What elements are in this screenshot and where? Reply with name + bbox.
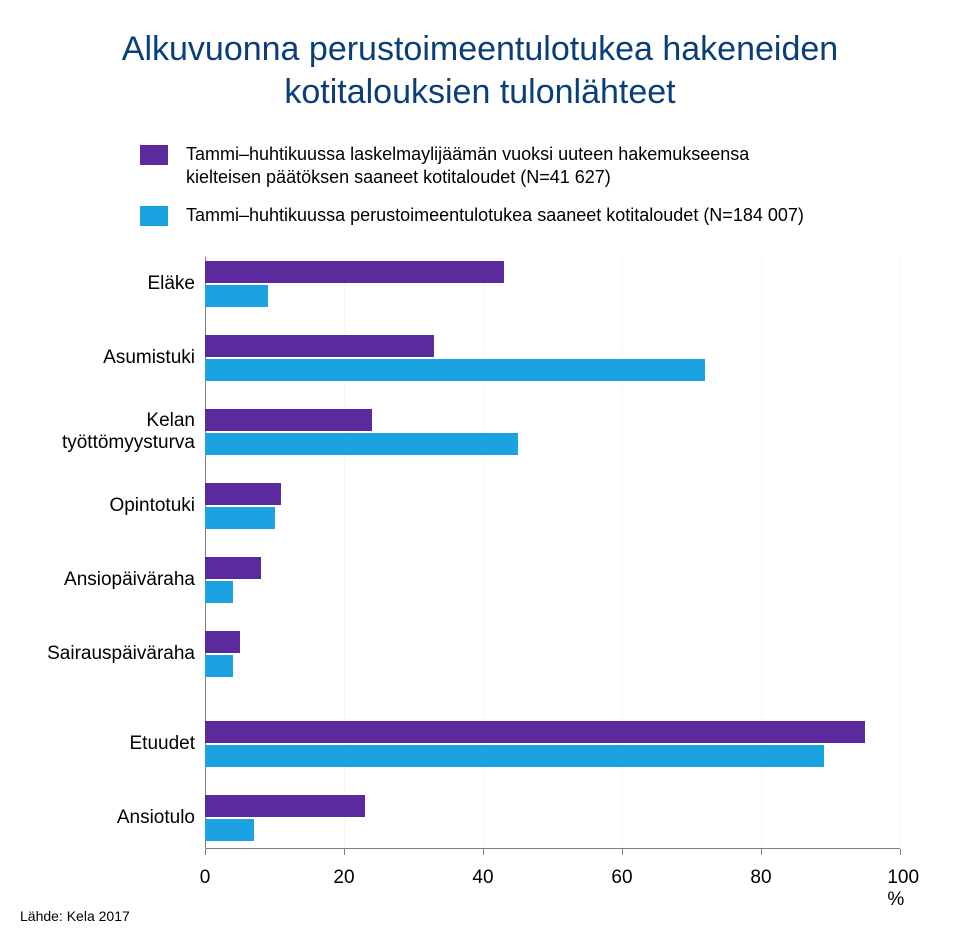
chart-title: Alkuvuonna perustoimeentulotukea hakenei… bbox=[0, 0, 960, 123]
x-axis-labels: 020406080100 % bbox=[205, 859, 900, 899]
x-axis-label: 100 % bbox=[887, 867, 919, 911]
x-tick bbox=[344, 849, 345, 855]
category-label: Etuudet bbox=[35, 733, 195, 755]
bar-series-b bbox=[205, 359, 705, 381]
legend-item-b: Tammi–huhtikuussa perustoimeentulotukea … bbox=[140, 204, 820, 227]
legend-swatch-a bbox=[140, 145, 168, 165]
bar-series-b bbox=[205, 507, 275, 529]
x-axis-label: 40 bbox=[472, 867, 493, 889]
bar-series-b bbox=[205, 819, 254, 841]
bar-series-a bbox=[205, 557, 261, 579]
category-label: Ansiotulo bbox=[35, 807, 195, 829]
bar-series-b bbox=[205, 745, 824, 767]
legend-item-a: Tammi–huhtikuussa laskelmaylijäämän vuok… bbox=[140, 143, 820, 190]
legend-swatch-b bbox=[140, 206, 168, 226]
bar-series-a bbox=[205, 483, 281, 505]
legend-label-b: Tammi–huhtikuussa perustoimeentulotukea … bbox=[186, 204, 804, 227]
bar-series-a bbox=[205, 335, 434, 357]
bar-series-b bbox=[205, 655, 233, 677]
x-axis-label: 80 bbox=[750, 867, 771, 889]
legend-label-a: Tammi–huhtikuussa laskelmaylijäämän vuok… bbox=[186, 143, 820, 190]
bar-series-b bbox=[205, 285, 268, 307]
category-group: Ansiotulo bbox=[205, 795, 900, 841]
category-label: Opintotuki bbox=[35, 495, 195, 517]
category-group: Ansiopäiväraha bbox=[205, 557, 900, 603]
x-tick bbox=[900, 849, 901, 855]
bar-series-a bbox=[205, 409, 372, 431]
x-axis-label: 0 bbox=[200, 867, 211, 889]
bar-series-a bbox=[205, 795, 365, 817]
category-group: Kelantyöttömyysturva bbox=[205, 409, 900, 455]
category-label: Kelantyöttömyysturva bbox=[35, 410, 195, 454]
category-group: Opintotuki bbox=[205, 483, 900, 529]
category-group: Sairauspäiväraha bbox=[205, 631, 900, 677]
chart-area: Eläke Asumistuki Kelantyöttömyysturva Opint… bbox=[40, 257, 920, 899]
bar-series-a bbox=[205, 721, 865, 743]
legend: Tammi–huhtikuussa laskelmaylijäämän vuok… bbox=[140, 143, 820, 227]
category-label: Asumistuki bbox=[35, 347, 195, 369]
bar-series-a bbox=[205, 631, 240, 653]
category-label: Eläke bbox=[35, 273, 195, 295]
x-axis bbox=[205, 848, 900, 849]
plot-area: Eläke Asumistuki Kelantyöttömyysturva Opint… bbox=[205, 257, 900, 849]
x-axis-label: 20 bbox=[333, 867, 354, 889]
category-group: Etuudet bbox=[205, 721, 900, 767]
x-axis-label: 60 bbox=[611, 867, 632, 889]
x-tick bbox=[483, 849, 484, 855]
category-group: Asumistuki bbox=[205, 335, 900, 381]
category-label: Ansiopäiväraha bbox=[35, 569, 195, 591]
bar-series-b bbox=[205, 433, 518, 455]
category-label: Sairauspäiväraha bbox=[35, 643, 195, 665]
bar-series-b bbox=[205, 581, 233, 603]
x-tick bbox=[205, 849, 206, 855]
x-tick bbox=[622, 849, 623, 855]
bar-series-a bbox=[205, 261, 504, 283]
gridline bbox=[900, 257, 901, 855]
source-text: Lähde: Kela 2017 bbox=[20, 908, 130, 924]
x-tick bbox=[761, 849, 762, 855]
category-group: Eläke bbox=[205, 261, 900, 307]
